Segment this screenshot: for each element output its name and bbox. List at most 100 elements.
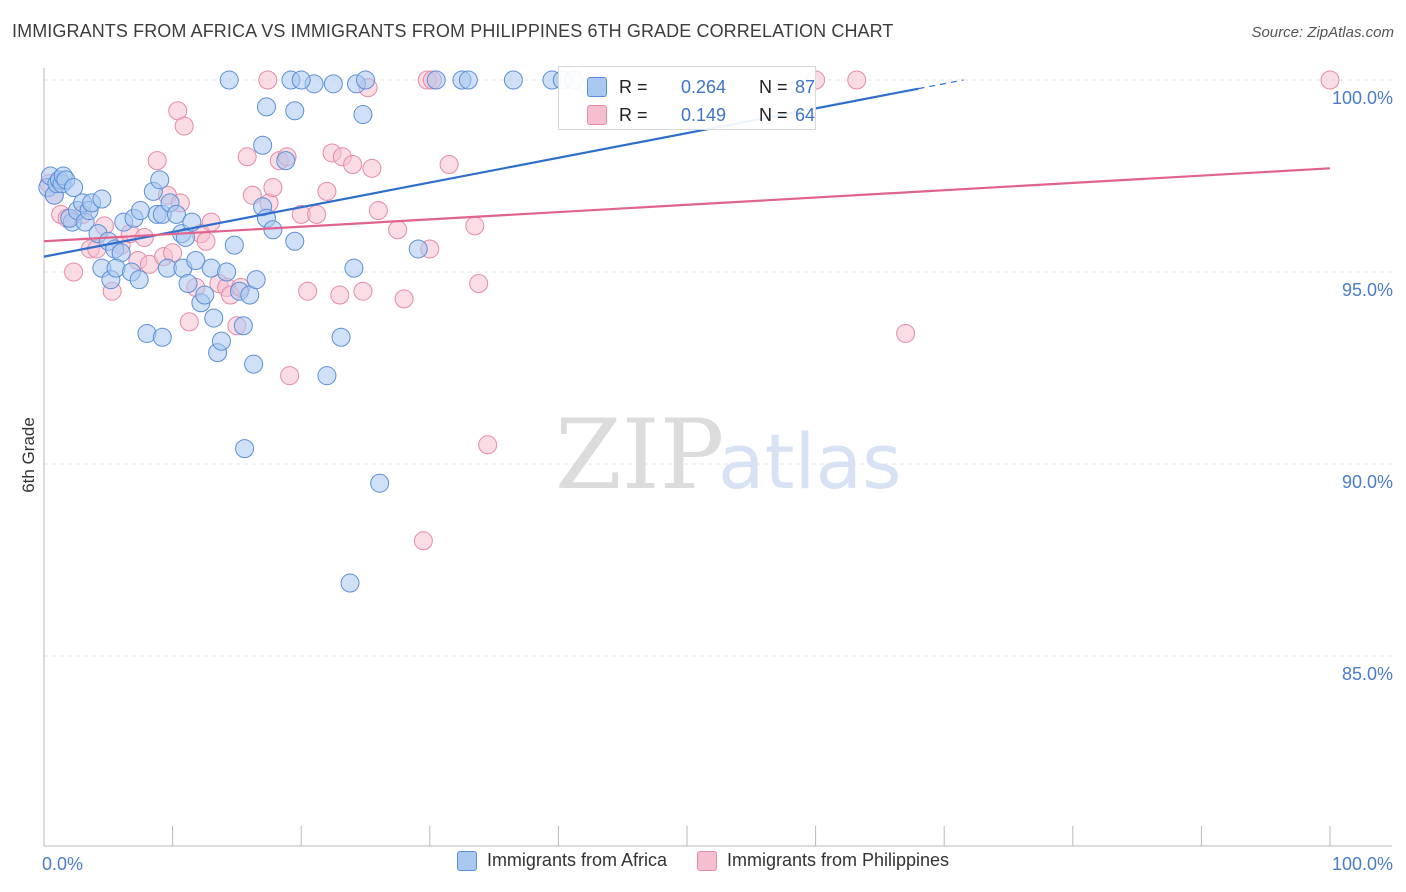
point-philippines (896, 323, 916, 343)
point-africa (166, 204, 186, 224)
point-africa (285, 101, 305, 121)
point-africa (217, 262, 237, 282)
legend-item-philippines[interactable]: Immigrants from Philippines (696, 850, 950, 871)
point-africa (152, 327, 172, 347)
y-tick-label: 100.0% (1332, 88, 1393, 108)
watermark-zip: ZIP (555, 399, 724, 511)
point-africa (323, 74, 343, 94)
point-africa (244, 354, 264, 374)
axes (43, 68, 1392, 847)
point-africa (331, 327, 351, 347)
stats-n-label: N = (759, 76, 788, 97)
point-philippines (174, 116, 194, 136)
point-africa (211, 331, 231, 351)
point-africa (276, 151, 296, 171)
point-africa (150, 170, 170, 190)
point-africa (503, 70, 523, 90)
point-africa (246, 270, 266, 290)
point-philippines (280, 366, 300, 386)
point-africa (178, 274, 198, 294)
point-africa (130, 201, 150, 221)
y-axis-title: 6th Grade (19, 417, 38, 493)
point-philippines (388, 220, 408, 240)
point-philippines (258, 70, 278, 90)
point-philippines (64, 262, 84, 282)
point-africa (224, 235, 244, 255)
point-philippines (237, 147, 257, 167)
point-philippines (298, 281, 318, 301)
point-philippines (368, 201, 388, 221)
y-tick-label: 85.0% (1342, 664, 1393, 684)
point-philippines (343, 154, 363, 174)
point-africa (370, 473, 390, 493)
point-africa (291, 70, 311, 90)
point-africa (219, 70, 239, 90)
point-africa (92, 189, 112, 209)
point-africa (263, 220, 283, 240)
y-tick-label: 90.0% (1342, 472, 1393, 492)
stats-n-value-philippines: 64 (795, 104, 816, 125)
legend-item-africa[interactable]: Immigrants from Africa (456, 850, 667, 871)
point-africa (344, 258, 364, 278)
stats-n-label: N = (759, 104, 788, 125)
point-africa (356, 70, 375, 90)
point-africa (317, 366, 337, 386)
point-philippines (362, 158, 382, 178)
point-africa (256, 97, 276, 117)
x-tick-label: 100.0% (1332, 854, 1393, 874)
point-philippines (147, 151, 167, 171)
point-africa (353, 105, 373, 125)
stats-swatch-africa (587, 77, 607, 97)
point-philippines (394, 289, 414, 309)
point-philippines (196, 231, 216, 251)
stats-r-label: R = (619, 76, 648, 97)
point-philippines (1320, 70, 1340, 90)
point-africa (233, 316, 253, 336)
stats-box: R = 0.264 N = 87 R = 0.149 N = 64 (558, 66, 816, 130)
point-africa (204, 308, 224, 328)
point-philippines (317, 181, 337, 201)
point-philippines (439, 154, 459, 174)
stats-swatch-philippines (587, 105, 607, 125)
trendline-africa-extension (918, 79, 964, 90)
stats-r-value-philippines: 0.149 (681, 104, 727, 125)
stats-r-label: R = (619, 104, 648, 125)
legend-swatch-africa (456, 850, 477, 871)
point-philippines (307, 204, 327, 224)
stats-n-value-africa: 87 (795, 76, 816, 97)
point-africa (340, 573, 360, 593)
x-tick-label: 0.0% (42, 854, 83, 874)
point-africa (129, 270, 149, 290)
legend-label-philippines: Immigrants from Philippines (726, 850, 950, 870)
legend: Immigrants from Africa Immigrants from P… (0, 850, 1406, 871)
point-philippines (847, 70, 867, 90)
point-africa (186, 250, 206, 270)
point-philippines (469, 274, 489, 294)
watermark-atlas: atlas (718, 417, 902, 506)
point-philippines (465, 216, 485, 236)
point-africa (235, 439, 255, 459)
point-africa (426, 70, 446, 90)
point-philippines (413, 531, 433, 551)
point-africa (64, 178, 84, 198)
point-philippines (179, 312, 199, 332)
stats-r-value-africa: 0.264 (681, 76, 727, 97)
watermark: ZIP atlas (555, 399, 902, 511)
point-africa (458, 70, 478, 90)
legend-label-africa: Immigrants from Africa (486, 850, 667, 870)
series-africa-points (38, 70, 584, 593)
chart-title: IMMIGRANTS FROM AFRICA VS IMMIGRANTS FRO… (12, 21, 894, 41)
source-attribution: Source: ZipAtlas.com (1251, 24, 1394, 41)
point-philippines (478, 435, 498, 455)
point-philippines (353, 281, 373, 301)
point-africa (285, 231, 305, 251)
point-africa (408, 239, 428, 259)
tick-labels: 100.0% 95.0% 90.0% 85.0% 0.0% 100.0% (42, 88, 1393, 874)
trendline-philippines (43, 167, 1331, 243)
point-philippines (201, 212, 221, 232)
legend-swatch-philippines (696, 850, 717, 871)
point-africa (195, 285, 215, 305)
point-philippines (330, 285, 350, 305)
point-africa (253, 135, 273, 155)
